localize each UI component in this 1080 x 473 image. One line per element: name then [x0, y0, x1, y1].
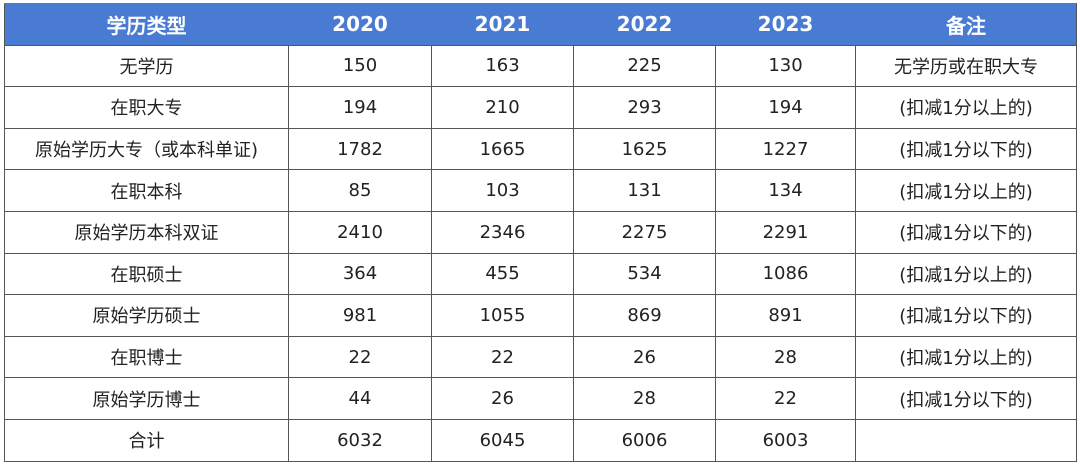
table-row: 原始学历大专（或本科单证) 1782 1665 1625 1227 (扣减1分以下的): [4, 127, 1077, 171]
table-cell: 44: [288, 377, 432, 420]
table-cell: 28: [573, 377, 716, 420]
table-cell: (扣减1分以上的): [855, 86, 1077, 129]
header-cell: 备注: [855, 3, 1077, 46]
table-cell: 26: [431, 377, 574, 420]
table-cell: 1665: [431, 127, 574, 171]
header-cell: 2020: [288, 3, 432, 46]
table-cell: 26: [573, 335, 716, 379]
table-cell: 无学历或在职大专: [855, 44, 1077, 88]
table-cell: 原始学历硕士: [4, 294, 289, 337]
table-row: 原始学历本科双证 2410 2346 2275 2291 (扣减1分以下的): [4, 210, 1077, 254]
table-cell: 28: [715, 335, 856, 379]
table-cell: 6003: [715, 418, 856, 462]
table-cell: 455: [431, 252, 574, 296]
table-cell: 合计: [4, 418, 289, 462]
table-cell: 131: [573, 169, 716, 212]
table-cell: 194: [715, 86, 856, 129]
table-cell: (扣减1分以下的): [855, 210, 1077, 254]
table-cell: 1086: [715, 252, 856, 296]
table-cell: 在职博士: [4, 335, 289, 379]
header-cell: 2022: [573, 3, 716, 46]
table-row: 合计 6032 6045 6006 6003: [4, 418, 1077, 462]
table-cell: 1055: [431, 294, 574, 337]
table-cell: 103: [431, 169, 574, 212]
table-cell: (扣减1分以下的): [855, 377, 1077, 420]
table-cell: 在职本科: [4, 169, 289, 212]
table-cell: 293: [573, 86, 716, 129]
table-cell: 150: [288, 44, 432, 88]
table-cell: 原始学历博士: [4, 377, 289, 420]
table-cell: 534: [573, 252, 716, 296]
table-row: 原始学历博士 44 26 28 22 (扣减1分以下的): [4, 377, 1077, 420]
table-cell: 163: [431, 44, 574, 88]
table-cell: 22: [288, 335, 432, 379]
table-row: 无学历 150 163 225 130 无学历或在职大专: [4, 44, 1077, 88]
table-cell: 在职硕士: [4, 252, 289, 296]
table-cell: 2275: [573, 210, 716, 254]
table-cell: 原始学历大专（或本科单证): [4, 127, 289, 171]
table-cell: 1227: [715, 127, 856, 171]
table: 学历类型 2020 2021 2022 2023 备注 无学历 150 163 225 130 无学…: [4, 3, 1077, 462]
table-wrap: 学历类型 2020 2021 2022 2023 备注 无学历 150 163 225 130 无学…: [4, 3, 1077, 462]
table-cell: 1782: [288, 127, 432, 171]
header-cell: 2023: [715, 3, 856, 46]
table-cell: 210: [431, 86, 574, 129]
table-cell: 225: [573, 44, 716, 88]
table-cell: 22: [431, 335, 574, 379]
table-cell: [855, 418, 1077, 462]
table-cell: 2346: [431, 210, 574, 254]
table-cell: 130: [715, 44, 856, 88]
table-cell: 891: [715, 294, 856, 337]
table-cell: 6006: [573, 418, 716, 462]
table-row: 在职硕士 364 455 534 1086 (扣减1分以上的): [4, 252, 1077, 296]
table-cell: 1625: [573, 127, 716, 171]
table-cell: 无学历: [4, 44, 289, 88]
table-cell: 2291: [715, 210, 856, 254]
header-cell: 2021: [431, 3, 574, 46]
table-cell: (扣减1分以上的): [855, 252, 1077, 296]
table-body: 无学历 150 163 225 130 无学历或在职大专 在职大专 194 210 293 194(…: [4, 44, 1077, 462]
table-cell: 981: [288, 294, 432, 337]
table-cell: 85: [288, 169, 432, 212]
table-cell: 原始学历本科双证: [4, 210, 289, 254]
header-cell: 学历类型: [4, 3, 289, 46]
table-cell: 194: [288, 86, 432, 129]
header-row: 学历类型 2020 2021 2022 2023 备注: [4, 3, 1077, 46]
table-cell: 134: [715, 169, 856, 212]
table-cell: 22: [715, 377, 856, 420]
table-cell: (扣减1分以下的): [855, 294, 1077, 337]
table-cell: 2410: [288, 210, 432, 254]
table-row: 在职本科 85 103 131 134 (扣减1分以上的): [4, 169, 1077, 212]
table-cell: (扣减1分以上的): [855, 335, 1077, 379]
table-cell: 869: [573, 294, 716, 337]
table-row: 原始学历硕士 981 1055 869 891 (扣减1分以下的): [4, 294, 1077, 337]
table-cell: (扣减1分以上的): [855, 169, 1077, 212]
table-cell: 6045: [431, 418, 574, 462]
table-cell: 在职大专: [4, 86, 289, 129]
table-row: 在职大专 194 210 293 194 (扣减1分以上的): [4, 86, 1077, 129]
table-cell: 364: [288, 252, 432, 296]
table-row: 在职博士 22 22 26 28 (扣减1分以上的): [4, 335, 1077, 379]
table-cell: (扣减1分以下的): [855, 127, 1077, 171]
table-cell: 6032: [288, 418, 432, 462]
